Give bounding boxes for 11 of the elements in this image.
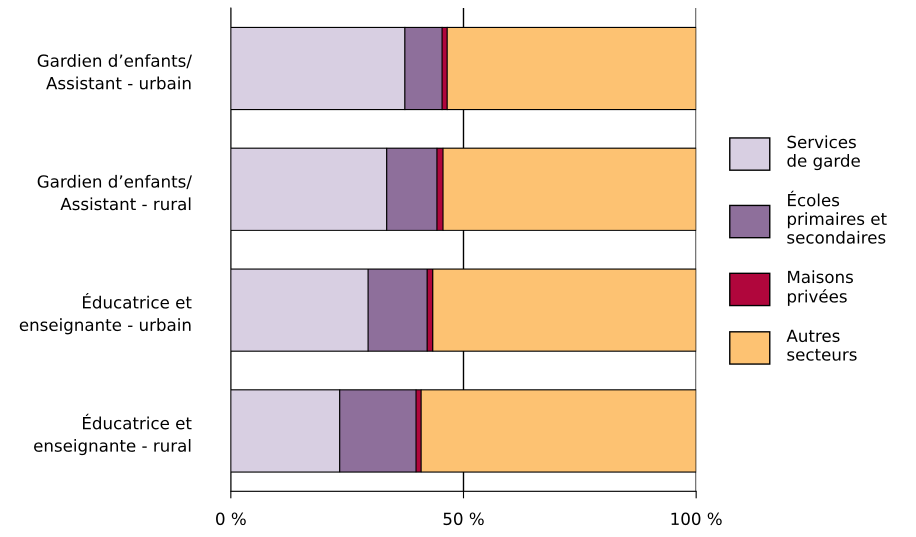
y-tick-label: Gardien d’enfants/ Assistant - urbain [38, 54, 192, 90]
legend-label: Écoles primaires et secondaires [787, 190, 887, 244]
x-tick-label: 50 % [444, 512, 484, 526]
legend-label: Services de garde [787, 135, 860, 170]
y-tick-label: Gardien d’enfants/ Assistant - rural [38, 174, 192, 210]
legend-label: Autres secteurs [786, 330, 857, 361]
y-tick-label: Éducatrice et enseignante - rural [34, 414, 192, 456]
y-tick-label: Éducatrice et enseignante - urbain [20, 292, 192, 334]
x-tick-label: 100 % [672, 512, 722, 526]
x-tick-label: 0 % [216, 512, 246, 526]
legend-label: Maisons privées [788, 270, 853, 306]
